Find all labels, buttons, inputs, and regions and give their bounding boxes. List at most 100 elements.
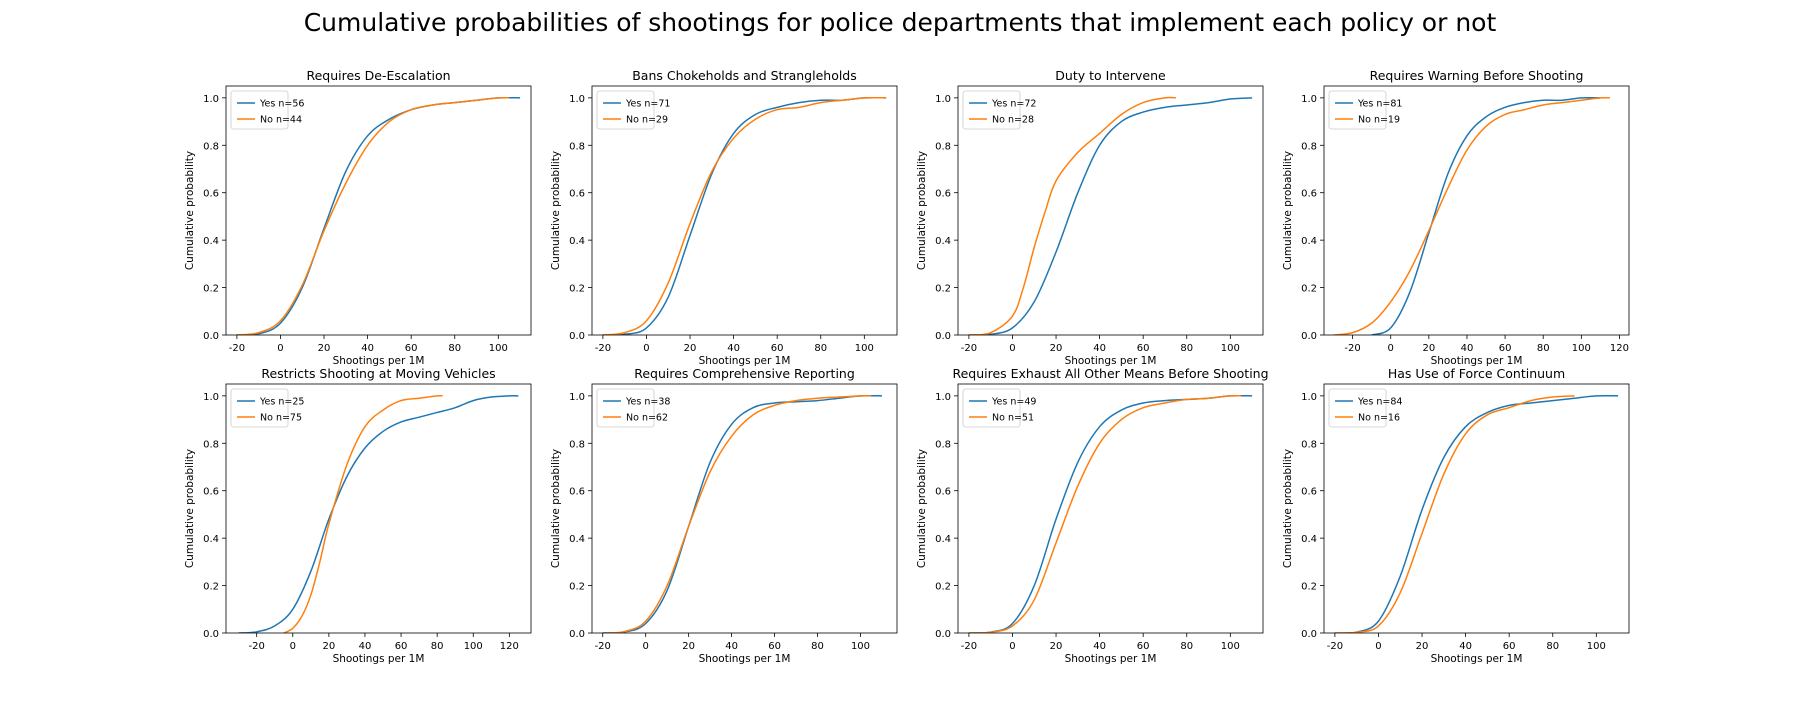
y-tick-label: 0.4 [569,534,585,545]
legend: Yes n=38 No n=62 [596,388,670,428]
y-tick-label: 0.0 [203,629,219,640]
plot-frame [1323,85,1630,336]
series-group [968,394,1253,633]
subplot-8: Has Use of Force Continuum 0.0 0.2 0.4 0.6 0.… [1282,366,1630,665]
x-tick-label: 60 [405,343,418,354]
legend-entry: No n=19 [1358,115,1400,126]
subplot-1: Requires De-Escalation 0.0 0.2 0.4 0.6 0.8 1.0… [184,68,532,367]
series-group [602,394,882,633]
x-tick-label: 80 [1537,343,1550,354]
series-group [602,96,887,335]
series-line-no [283,394,443,633]
x-tick-label: 20 [1050,343,1063,354]
y-tick-label: 0.2 [935,582,951,593]
series-line-yes [968,394,1253,633]
plot-frame [1323,383,1630,634]
series-line-no [968,96,1176,335]
x-tick-label: 60 [771,343,784,354]
x-axis-label: Shootings per 1M [333,355,425,367]
y-tick-label: 0.2 [203,582,219,593]
series-group [1333,96,1610,335]
x-axis-label: Shootings per 1M [1065,653,1157,665]
x-tick-label: 40 [1459,641,1472,652]
x-tick-label: -20 [229,343,245,354]
x-tick-label: 40 [725,641,738,652]
plot-frame [591,383,898,634]
x-axis-label: Shootings per 1M [699,653,791,665]
y-tick-label: 0.4 [1301,236,1317,247]
subplot-title: Requires Warning Before Shooting [1370,68,1584,83]
x-tick-label: -20 [1327,641,1343,652]
x-tick-label: 0 [643,641,649,652]
plot-frame [957,383,1264,634]
x-tick-label: 60 [1137,343,1150,354]
legend: Yes n=25 No n=75 [230,388,304,428]
x-tick-label: 40 [1093,641,1106,652]
x-tick-label: 0 [1375,641,1381,652]
y-tick-label: 0.4 [203,534,219,545]
series-group [236,96,521,335]
legend-entry: Yes n=84 [1357,397,1402,408]
y-tick-label: 0.8 [1301,439,1317,450]
y-tick-label: 0.0 [569,629,585,640]
y-tick-label: 0.2 [569,582,585,593]
x-tick-label: 100 [855,343,874,354]
x-tick-label: -20 [595,343,611,354]
legend-entry: Yes n=81 [1357,99,1402,110]
x-tick-label: -20 [595,641,611,652]
subplot-title: Has Use of Force Continuum [1388,366,1565,381]
legend-entry: No n=16 [1358,413,1400,424]
legend: Yes n=71 No n=29 [596,90,670,130]
legend-entry: No n=51 [992,413,1034,424]
series-line-no [602,96,887,335]
y-tick-label: 0.0 [1301,331,1317,342]
plot-frame [591,85,898,336]
y-tick-label: 0.2 [1301,582,1317,593]
x-tick-label: 0 [1388,343,1394,354]
y-tick-label: 0.6 [935,189,951,200]
y-tick-label: 0.4 [935,534,951,545]
series-line-no [1333,96,1610,335]
x-tick-label: 80 [811,641,824,652]
x-tick-label: 40 [361,343,374,354]
x-tick-label: 120 [1610,343,1629,354]
series-line-no [1334,395,1575,633]
subplot-6: Requires Comprehensive Reporting 0.0 0.2 0.… [550,366,898,665]
legend-entry: Yes n=25 [259,397,304,408]
y-tick-label: 0.4 [569,236,585,247]
legend-entry: Yes n=71 [625,99,670,110]
x-axis-label: Shootings per 1M [333,653,425,665]
series-line-yes [1334,394,1619,633]
legend-entry: No n=62 [626,413,668,424]
y-tick-label: 0.2 [203,284,219,295]
y-tick-label: 0.6 [569,189,585,200]
y-axis-label: Cumulative probability [916,151,928,270]
series-line-no [968,394,1242,633]
x-tick-label: 80 [448,343,461,354]
y-tick-label: 1.0 [569,392,585,403]
legend: Yes n=49 No n=51 [962,388,1036,428]
x-tick-label: 100 [1572,343,1591,354]
y-tick-label: 0.6 [1301,487,1317,498]
legend-entry: Yes n=72 [991,99,1036,110]
y-tick-label: 0.6 [569,487,585,498]
x-tick-label: 60 [1137,641,1150,652]
legend: Yes n=84 No n=16 [1328,388,1402,428]
series-group [1334,394,1619,633]
y-tick-label: 0.4 [1301,534,1317,545]
x-tick-label: 80 [1546,641,1559,652]
x-tick-label: 100 [489,343,508,354]
x-axis-label: Shootings per 1M [1065,355,1157,367]
x-tick-label: 20 [1050,641,1063,652]
series-line-yes [236,96,521,335]
x-tick-label: 100 [1221,641,1240,652]
x-tick-label: -20 [961,343,977,354]
subplot-title: Restricts Shooting at Moving Vehicles [261,366,495,381]
y-tick-label: 0.2 [935,284,951,295]
legend: Yes n=72 No n=28 [962,90,1036,130]
legend-entry: No n=44 [260,115,302,126]
y-tick-label: 0.8 [569,141,585,152]
x-tick-label: 20 [1416,641,1429,652]
y-axis-label: Cumulative probability [916,449,928,568]
